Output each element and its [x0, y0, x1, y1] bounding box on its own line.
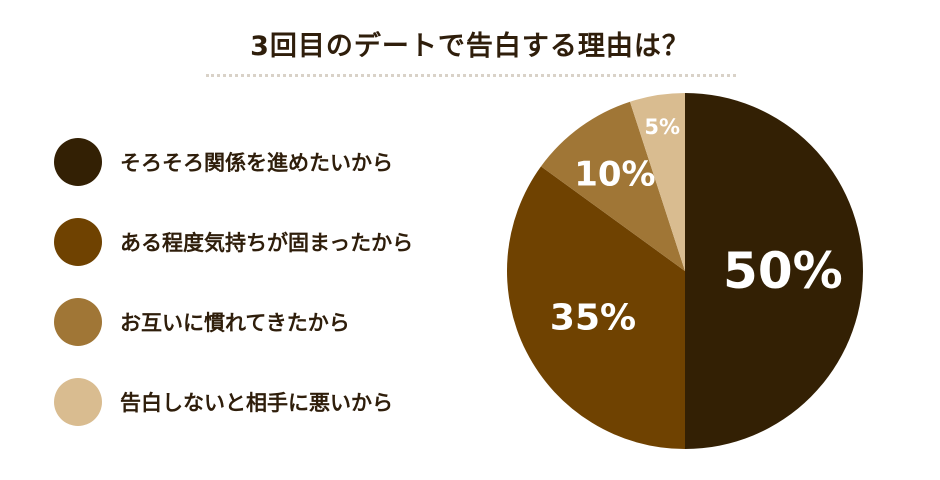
pie-chart: 50% 35% 10% 5%	[507, 93, 863, 450]
pie-slice-3	[629, 93, 685, 271]
pie-slice-2	[540, 101, 685, 271]
legend-item-2: お互いに慣れてきたから	[54, 298, 413, 346]
legend: そろそろ関係を進めたいから ある程度気持ちが固まったから お互いに慣れてきたから…	[54, 138, 413, 458]
slice-label-3: 5%	[644, 115, 680, 139]
chart-title: 3回目のデートで告白する理由は？	[250, 31, 690, 62]
legend-swatch-3	[54, 378, 102, 426]
legend-swatch-2	[54, 298, 102, 346]
pie-slice-1	[507, 166, 685, 450]
legend-label-1: ある程度気持ちが固まったから	[120, 231, 414, 255]
legend-item-0: そろそろ関係を進めたいから	[54, 138, 413, 186]
legend-swatch-1	[54, 218, 102, 266]
legend-swatch-0	[54, 138, 102, 186]
legend-item-1: ある程度気持ちが固まったから	[54, 218, 413, 266]
legend-label-3: 告白しないと相手に悪いから	[120, 391, 393, 415]
legend-label-0: そろそろ関係を進めたいから	[120, 151, 393, 175]
legend-item-3: 告白しないと相手に悪いから	[54, 378, 413, 426]
pie-slice-0	[685, 93, 863, 449]
slice-label-2: 10%	[574, 155, 655, 195]
slice-label-1: 35%	[550, 297, 636, 338]
title-underline	[206, 74, 736, 77]
legend-label-2: お互いに慣れてきたから	[120, 311, 350, 335]
slice-label-0: 50%	[723, 242, 843, 300]
